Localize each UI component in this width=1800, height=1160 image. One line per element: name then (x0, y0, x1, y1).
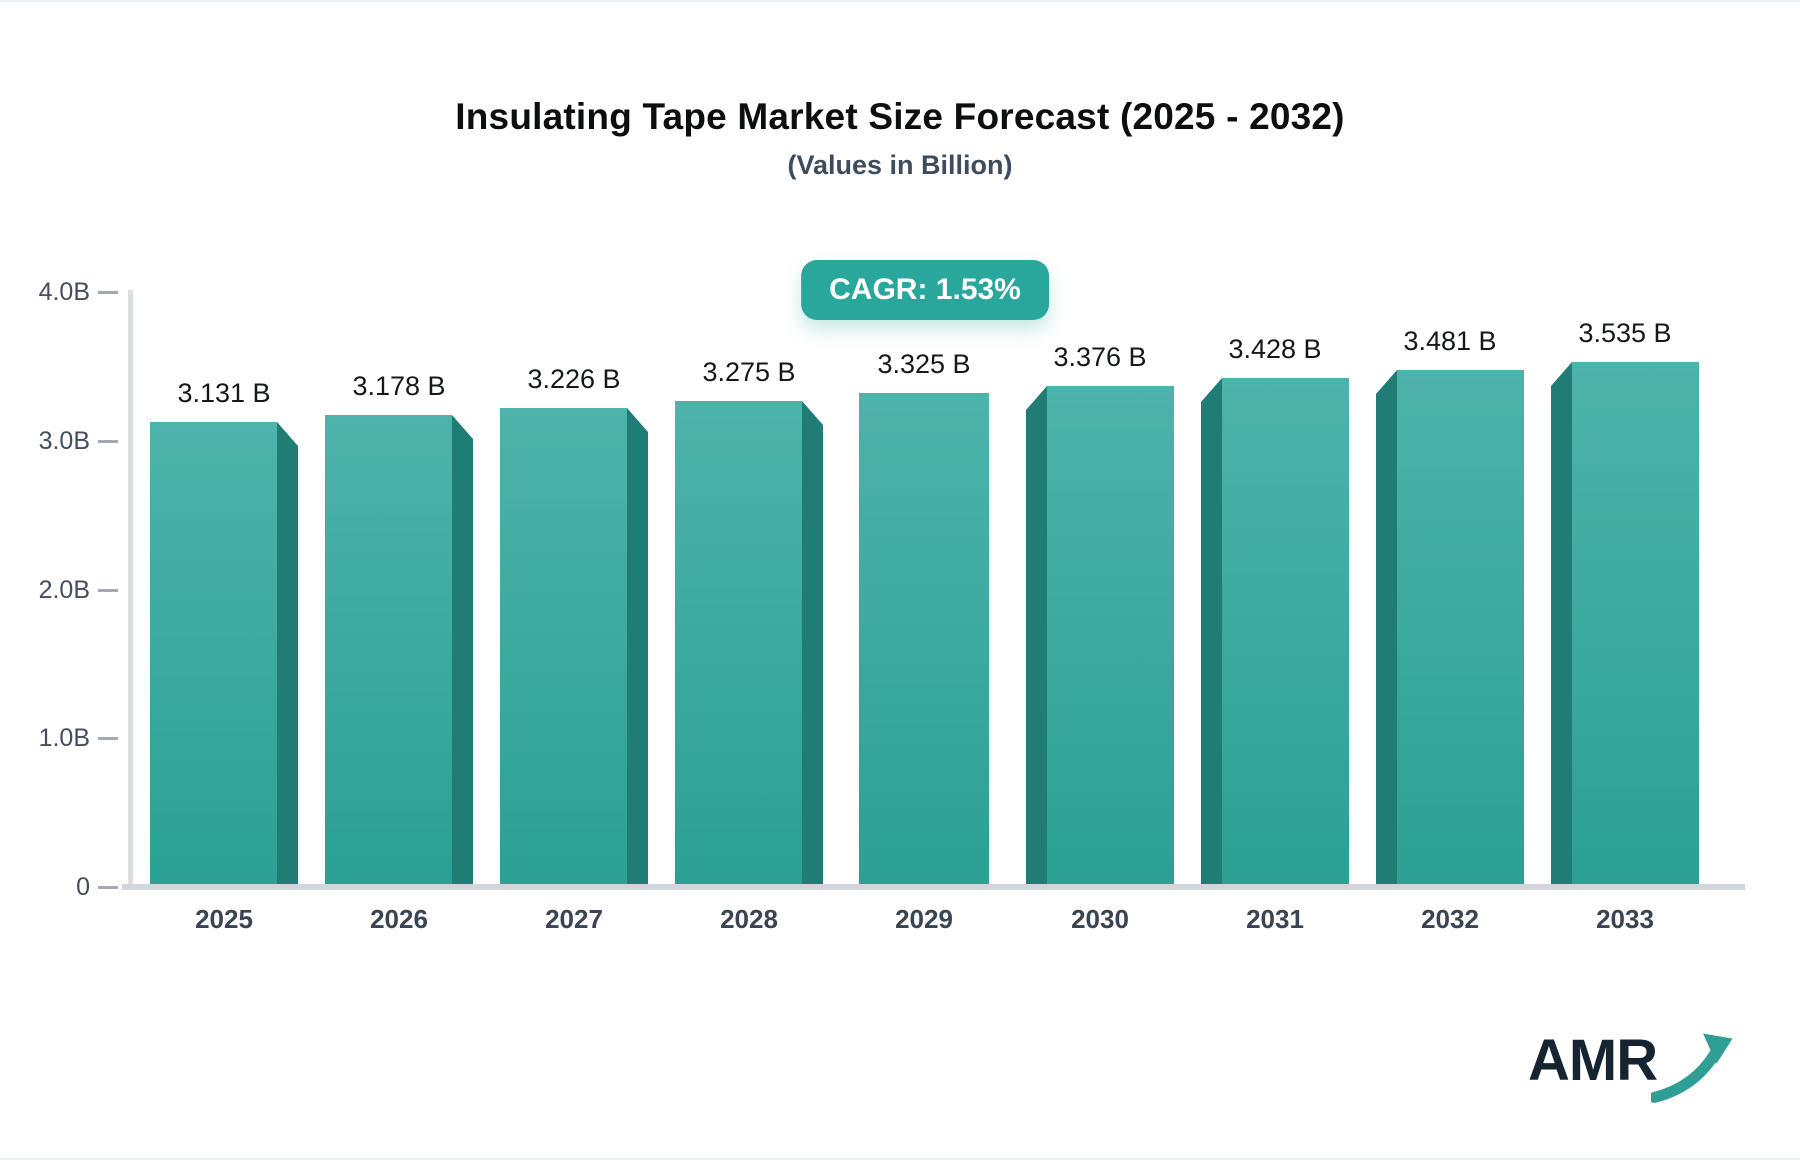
y-tick-1.0B (98, 737, 118, 740)
y-tick-label-4.0B: 4.0B (38, 278, 90, 306)
y-tick-label-3.0B: 3.0B (38, 427, 90, 455)
y-tick-4.0B (98, 291, 118, 294)
bar-2032 (1397, 370, 1524, 888)
value-label-2027: 3.226 B (527, 364, 621, 394)
x-label-2029: 2029 (895, 904, 953, 934)
bar-2030 (1047, 386, 1174, 888)
x-label-2028: 2028 (720, 904, 778, 934)
value-label-2031: 3.428 B (1228, 334, 1322, 364)
chart-subtitle: (Values in Billion) (787, 150, 1013, 180)
bar-2026 (325, 415, 452, 888)
bar-2028 (675, 401, 802, 888)
x-label-2027: 2027 (545, 904, 603, 934)
bar-side-2032 (1376, 370, 1397, 888)
bar-2025 (150, 422, 277, 888)
y-axis-line (128, 290, 133, 890)
bar-side-2030 (1026, 386, 1047, 888)
bar-2033 (1572, 362, 1699, 888)
value-label-2025: 3.131 B (177, 378, 271, 408)
y-tick-label-1.0B: 1.0B (38, 724, 90, 752)
value-label-2030: 3.376 B (1053, 342, 1147, 372)
y-tick-label-0: 0 (76, 873, 90, 901)
chart-title: Insulating Tape Market Size Forecast (20… (455, 96, 1345, 137)
bar-side-2033 (1551, 362, 1572, 888)
bar-side-2025 (277, 422, 298, 888)
x-label-2031: 2031 (1246, 904, 1304, 934)
x-label-2026: 2026 (370, 904, 428, 934)
x-label-2032: 2032 (1421, 904, 1479, 934)
x-axis-baseline (122, 884, 1745, 890)
amr-logo-text: AMR (1528, 1028, 1658, 1093)
bar-side-2026 (452, 415, 473, 888)
bar-side-2027 (627, 408, 648, 888)
value-label-2032: 3.481 B (1403, 326, 1497, 356)
y-tick-0 (98, 886, 118, 889)
amr-logo: AMR (1528, 1032, 1735, 1106)
y-tick-2.0B (98, 589, 118, 592)
value-label-2026: 3.178 B (352, 371, 446, 401)
x-label-2030: 2030 (1071, 904, 1129, 934)
value-label-2028: 3.275 B (702, 357, 796, 387)
x-label-2033: 2033 (1596, 904, 1654, 934)
bar-2031 (1222, 378, 1349, 888)
x-label-2025: 2025 (195, 904, 253, 934)
y-tick-label-2.0B: 2.0B (38, 576, 90, 604)
value-label-2033: 3.535 B (1578, 318, 1672, 348)
growth-arrow-icon (1651, 1033, 1733, 1103)
cagr-badge: CAGR: 1.53% (801, 260, 1049, 320)
bar-side-2031 (1201, 378, 1222, 888)
bar-2029 (859, 393, 989, 888)
value-label-2029: 3.325 B (877, 349, 971, 379)
bar-2027 (500, 408, 627, 888)
y-tick-3.0B (98, 440, 118, 443)
bar-side-2028 (802, 401, 823, 888)
